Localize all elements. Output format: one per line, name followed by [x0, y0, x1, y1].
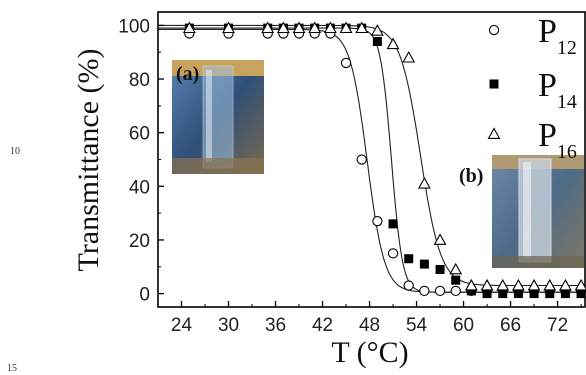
y-tick-label: 0 — [139, 285, 150, 306]
data-point-p14 — [466, 286, 476, 296]
line-number-10: 10 — [10, 146, 20, 157]
data-point-p12 — [340, 57, 352, 69]
data-point-p14 — [576, 289, 586, 299]
data-point-p14 — [388, 219, 398, 229]
y-tick-label: 40 — [129, 177, 150, 198]
data-point-p16 — [339, 21, 353, 34]
data-point-p14 — [560, 289, 570, 299]
x-tick-label: 48 — [359, 315, 380, 336]
inset-b: (b) — [459, 155, 584, 268]
legend-marker-1 — [489, 79, 499, 89]
data-point-p14 — [419, 259, 429, 269]
data-point-p14 — [545, 289, 555, 299]
data-point-p14 — [529, 289, 539, 299]
y-tick-label: 100 — [118, 16, 150, 37]
data-point-p16 — [402, 50, 416, 63]
data-point-p16 — [276, 21, 290, 34]
data-point-p14 — [404, 254, 414, 264]
x-tick-label: 30 — [218, 315, 239, 336]
line-number-15: 15 — [7, 363, 17, 374]
data-point-p16 — [292, 21, 306, 34]
legend-marker-0 — [488, 24, 500, 36]
data-point-p14 — [451, 275, 461, 285]
x-tick-label: 72 — [547, 315, 568, 336]
data-markers — [182, 21, 586, 299]
inset-a-label: (a) — [176, 63, 199, 85]
data-point-p14 — [513, 289, 523, 299]
x-tick-label: 24 — [171, 315, 193, 336]
inset-b-label: (b) — [459, 165, 483, 187]
data-point-p16 — [222, 21, 235, 34]
x-tick-label: 60 — [453, 315, 474, 336]
y-tick-label: 20 — [129, 231, 150, 252]
data-point-p12 — [356, 154, 367, 165]
data-point-p16 — [323, 21, 337, 34]
legend-marker-2 — [487, 127, 501, 139]
x-tick-label: 42 — [312, 315, 333, 336]
data-point-p14 — [482, 289, 492, 299]
data-point-p14 — [498, 289, 508, 299]
x-axis-label: T (°C) — [331, 336, 408, 369]
x-tick-label: 54 — [406, 315, 428, 336]
data-point-p12 — [419, 285, 430, 297]
data-point-p16 — [480, 278, 494, 291]
legend-label-1: P14 — [538, 67, 577, 113]
x-tick-label: 36 — [265, 315, 286, 336]
inset-a: (a) — [172, 60, 264, 174]
data-point-p14 — [435, 264, 445, 274]
data-point-p12 — [387, 248, 399, 259]
legend-label-0: P12 — [538, 13, 577, 59]
y-tick-label: 80 — [129, 70, 150, 91]
data-point-p14 — [372, 37, 382, 46]
data-point-p16 — [433, 233, 447, 245]
data-point-p12 — [403, 280, 414, 291]
y-axis-label: Transmittance (%) — [72, 48, 105, 271]
data-point-p16 — [496, 278, 510, 291]
data-point-p16 — [261, 21, 275, 34]
data-point-p16 — [527, 278, 541, 291]
data-point-p16 — [308, 21, 322, 34]
x-tick-label: 66 — [500, 315, 521, 336]
data-point-p16 — [558, 278, 572, 291]
data-point-p16 — [355, 21, 369, 34]
data-point-p16 — [574, 278, 586, 291]
x-axis: 24 30 36 42 48 54 60 66 72 — [157, 301, 582, 336]
data-point-p12 — [450, 285, 461, 297]
data-point-p16 — [417, 177, 431, 189]
data-point-p16 — [370, 24, 384, 36]
y-tick-label: 60 — [129, 124, 150, 145]
data-point-p16 — [543, 278, 557, 291]
data-point-p16 — [464, 278, 478, 291]
y-axis: 0 20 40 60 80 100 — [118, 16, 164, 306]
data-point-p12 — [434, 285, 446, 297]
data-point-p16 — [449, 262, 463, 275]
data-point-p16 — [511, 278, 525, 291]
data-point-p16 — [182, 21, 196, 34]
data-point-p12 — [372, 216, 383, 227]
data-point-p16 — [386, 37, 400, 50]
